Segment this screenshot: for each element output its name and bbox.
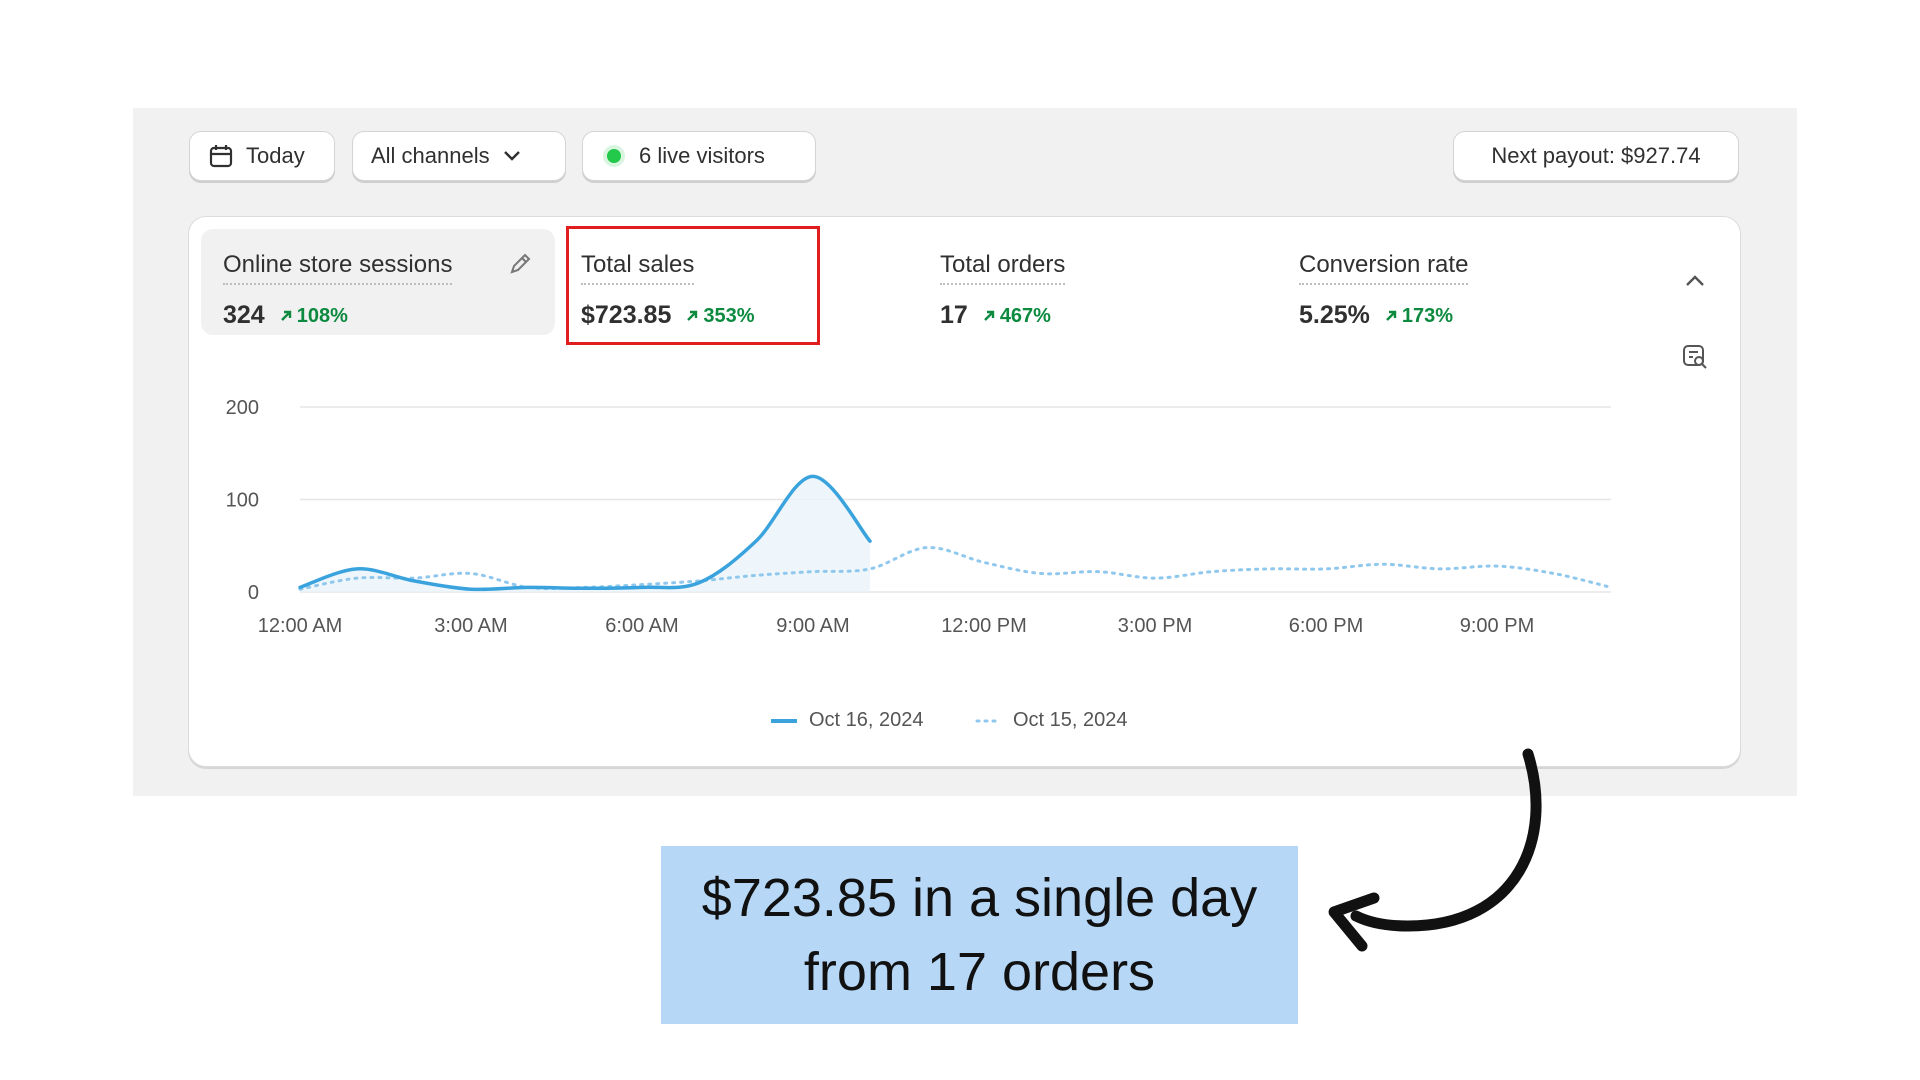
callout-line-1: $723.85 in a single day xyxy=(701,868,1258,928)
metric-value: 324 xyxy=(223,301,265,329)
series-line-oct-16 xyxy=(298,474,872,592)
y-tick-label: 100 xyxy=(226,490,259,512)
callout-line-2: from 17 orders xyxy=(803,942,1156,1002)
analytics-panel: Today All channels 6 live visitors Next … xyxy=(133,108,1797,796)
trend-up-icon xyxy=(280,310,291,321)
metric-total-orders[interactable]: Total orders 17 467% xyxy=(918,229,1218,335)
next-payout-label: Next payout: $927.74 xyxy=(1491,143,1701,168)
x-tick-label: 12:00 PM xyxy=(941,615,1027,637)
date-range-button[interactable]: Today xyxy=(189,131,335,181)
next-payout-button[interactable]: Next payout: $927.74 xyxy=(1453,131,1739,181)
trend-up-icon xyxy=(687,310,698,321)
callout-box: $723.85 in a single day from 17 orders xyxy=(661,846,1298,1024)
dotted-line-legend-icon xyxy=(975,719,1001,722)
live-visitors-button[interactable]: 6 live visitors xyxy=(582,131,816,181)
series-area-oct-16 xyxy=(300,476,870,592)
metric-change: 173% xyxy=(1384,305,1453,328)
metric-online-store-sessions[interactable]: Online store sessions 324 108% xyxy=(201,229,555,335)
trend-up-icon xyxy=(983,310,995,321)
x-tick-label: 9:00 PM xyxy=(1460,615,1534,637)
total-sales-highlight xyxy=(566,226,820,345)
chevron-down-icon xyxy=(502,149,522,163)
metric-conversion-rate[interactable]: Conversion rate 5.25% 173% xyxy=(1277,229,1577,335)
x-tick-label: 6:00 PM xyxy=(1289,615,1363,637)
metric-value: 5.25% xyxy=(1299,301,1370,329)
legend-oct-16: Oct 16, 2024 xyxy=(771,709,924,732)
calendar-icon xyxy=(208,143,234,169)
metric-title: Total orders xyxy=(940,251,1066,285)
legend-oct-15: Oct 15, 2024 xyxy=(975,709,1128,732)
sales-chart: 200 100 0 12:00 AM 3:00 AM 6:00 AM 9:00 AM 12:… xyxy=(226,397,1613,637)
channels-label: All channels xyxy=(371,143,490,168)
metrics-card: Online store sessions 324 108% Total sal… xyxy=(188,216,1741,767)
chevron-up-icon[interactable] xyxy=(1683,273,1707,294)
series-line-oct-15 xyxy=(298,546,1613,591)
y-tick-label: 200 xyxy=(226,397,259,419)
x-tick-label: 12:00 AM xyxy=(258,615,343,637)
live-status-dot-icon xyxy=(601,143,627,169)
metric-change: 353% xyxy=(685,305,755,328)
metric-title: Online store sessions xyxy=(223,251,453,285)
legend-label: Oct 16, 2024 xyxy=(809,709,924,731)
trend-up-icon xyxy=(1386,310,1397,321)
live-visitors-label: 6 live visitors xyxy=(639,143,765,168)
x-tick-label: 3:00 PM xyxy=(1118,615,1192,637)
legend-label: Oct 15, 2024 xyxy=(1013,709,1128,731)
metric-total-sales[interactable]: Total sales $723.85 353% xyxy=(559,229,859,335)
metric-title: Total sales xyxy=(581,251,695,285)
pencil-icon[interactable] xyxy=(507,251,533,282)
metric-title: Conversion rate xyxy=(1299,251,1469,285)
metric-value: 17 xyxy=(940,301,968,329)
date-range-label: Today xyxy=(246,143,305,168)
curved-arrow-icon xyxy=(1328,748,1542,952)
metric-value: $723.85 xyxy=(581,301,672,329)
x-tick-label: 9:00 AM xyxy=(776,615,849,637)
metric-change: 108% xyxy=(279,305,348,328)
metric-change: 467% xyxy=(982,305,1051,328)
y-tick-label: 0 xyxy=(248,582,259,604)
x-tick-label: 6:00 AM xyxy=(605,615,678,637)
chart-inspect-icon[interactable] xyxy=(1681,343,1709,376)
x-tick-label: 3:00 AM xyxy=(434,615,507,637)
channels-dropdown[interactable]: All channels xyxy=(352,131,566,181)
solid-line-legend-icon xyxy=(771,718,797,723)
